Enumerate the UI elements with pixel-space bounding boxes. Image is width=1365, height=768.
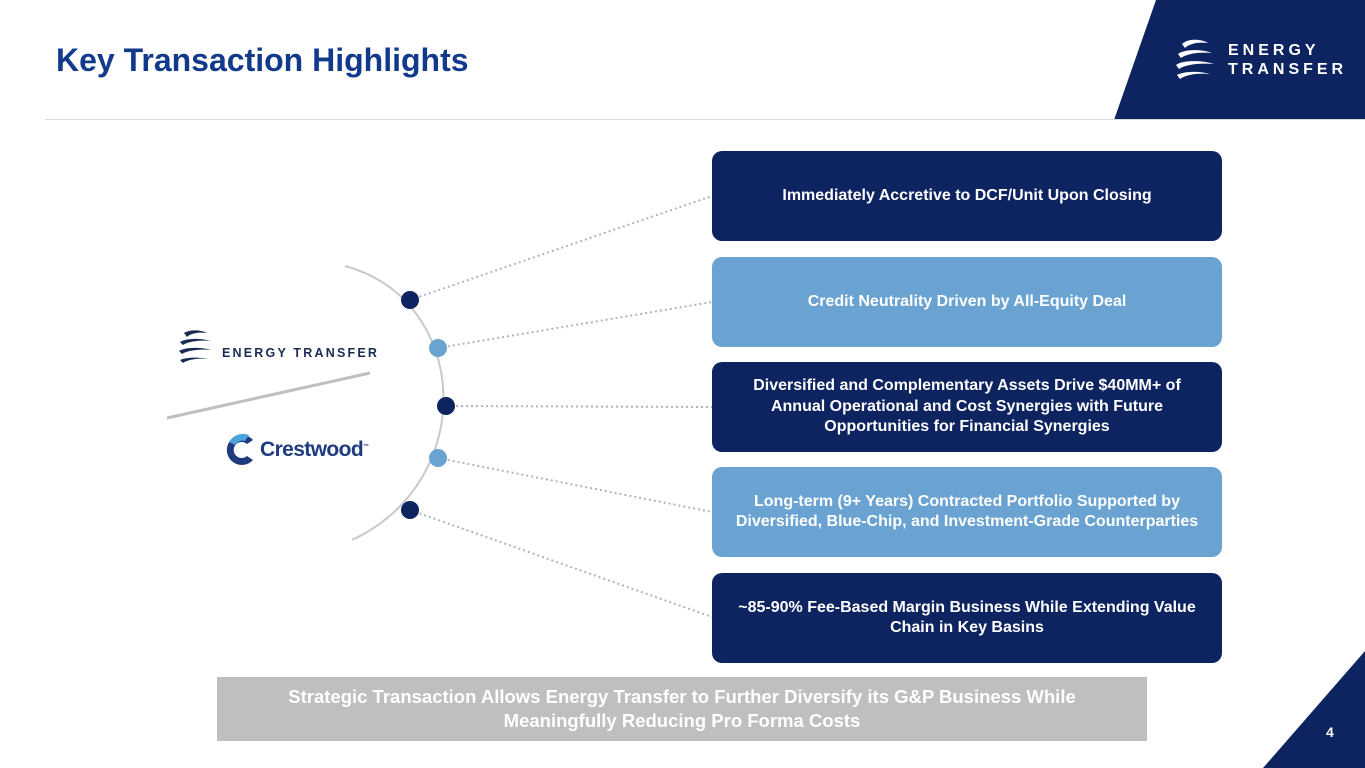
crestwood-logo: Crestwood™ bbox=[223, 432, 369, 468]
brand-line-1: ENERGY bbox=[1228, 42, 1320, 59]
banner-line-2: Meaningfully Reducing Pro Forma Costs bbox=[503, 710, 861, 731]
energy-transfer-flame-icon bbox=[179, 330, 211, 363]
node-3 bbox=[437, 397, 455, 415]
node-4 bbox=[429, 449, 447, 467]
crestwood-wordmark: Crestwood™ bbox=[260, 438, 369, 461]
highlight-text-1: Immediately Accretive to DCF/Unit Upon C… bbox=[782, 186, 1152, 204]
highlight-box-2: Credit Neutrality Driven by All-Equity D… bbox=[712, 257, 1222, 347]
separator-line bbox=[166, 371, 371, 420]
energy-transfer-logo: ENERGY TRANSFER bbox=[176, 329, 379, 367]
page-number: 4 bbox=[1326, 724, 1334, 740]
arc-line bbox=[344, 265, 445, 541]
connector-4 bbox=[437, 457, 713, 513]
energy-transfer-flame-icon bbox=[1176, 39, 1214, 79]
highlight-box-5: ~85-90% Fee-Based Margin Business While … bbox=[712, 573, 1222, 663]
connector-5 bbox=[409, 509, 713, 618]
node-2 bbox=[429, 339, 447, 357]
highlight-box-3: Diversified and Complementary Assets Dri… bbox=[712, 362, 1222, 452]
energy-transfer-header-logo: ENERGY TRANSFER bbox=[1172, 38, 1347, 82]
connector-2 bbox=[437, 301, 713, 349]
crestwood-c-icon bbox=[226, 433, 253, 465]
summary-banner: Strategic Transaction Allows Energy Tran… bbox=[217, 677, 1147, 741]
highlight-text-2: Credit Neutrality Driven by All-Equity D… bbox=[807, 292, 1127, 310]
node-5 bbox=[401, 501, 419, 519]
banner-line-1: Strategic Transaction Allows Energy Tran… bbox=[288, 686, 1076, 707]
highlight-box-4: Long-term (9+ Years) Contracted Portfoli… bbox=[712, 467, 1222, 557]
energy-transfer-wordmark: ENERGY TRANSFER bbox=[222, 346, 380, 360]
connector-3 bbox=[445, 405, 713, 408]
highlight-box-1: Immediately Accretive to DCF/Unit Upon C… bbox=[712, 151, 1222, 241]
slide-title: Key Transaction Highlights bbox=[56, 42, 469, 78]
highlight-text-5: ~85-90% Fee-Based Margin Business While … bbox=[738, 598, 1196, 637]
title-divider bbox=[45, 119, 1365, 120]
highlight-text-3: Diversified and Complementary Assets Dri… bbox=[753, 377, 1181, 436]
connector-1 bbox=[409, 195, 713, 301]
brand-line-2: TRANSFER bbox=[1228, 61, 1348, 78]
node-1 bbox=[401, 291, 419, 309]
highlight-text-4: Long-term (9+ Years) Contracted Portfoli… bbox=[735, 492, 1199, 531]
